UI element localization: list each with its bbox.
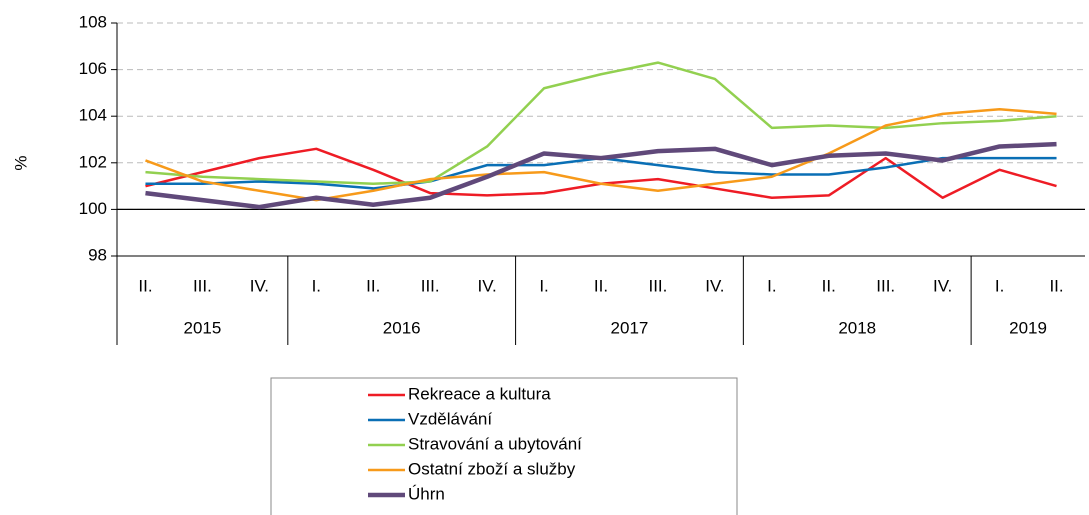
x-tick-label: II.: [822, 276, 836, 295]
y-tick-label: 98: [88, 245, 107, 264]
y-axis-label: %: [11, 155, 30, 170]
x-tick-label: II.: [594, 276, 608, 295]
x-tick-label: III.: [648, 276, 667, 295]
legend-label: Vzdělávání: [408, 409, 492, 428]
x-tick-label: II.: [1049, 276, 1063, 295]
y-tick-label: 102: [79, 152, 107, 171]
legend-label: Rekreace a kultura: [408, 384, 551, 403]
x-tick-label: III.: [876, 276, 895, 295]
y-tick-label: 108: [79, 12, 107, 31]
legend-label: Úhrn: [408, 484, 445, 503]
group-label: 2018: [838, 318, 876, 337]
group-label: 2016: [383, 318, 421, 337]
series-line: [145, 107, 1057, 202]
series-line: [145, 61, 1057, 186]
x-tick-label: I.: [539, 276, 548, 295]
x-tick-label: I.: [995, 276, 1004, 295]
series-line: [145, 141, 1057, 210]
legend-box: [270, 377, 738, 515]
x-tick-label: I.: [767, 276, 776, 295]
group-label: 2019: [1009, 318, 1047, 337]
y-tick-label: 106: [79, 59, 107, 78]
group-label: 2017: [611, 318, 649, 337]
x-tick-label: IV.: [250, 276, 269, 295]
x-tick-label: IV.: [933, 276, 952, 295]
group-label: 2015: [183, 318, 221, 337]
x-tick-label: II.: [366, 276, 380, 295]
x-tick-label: IV.: [478, 276, 497, 295]
legend-label: Ostatní zboží a služby: [408, 459, 576, 478]
x-tick-label: I.: [312, 276, 321, 295]
x-tick-label: III.: [421, 276, 440, 295]
x-tick-label: III.: [193, 276, 212, 295]
x-tick-label: IV.: [705, 276, 724, 295]
legend-label: Stravování a ubytování: [408, 434, 582, 453]
y-tick-label: 104: [79, 106, 107, 125]
x-tick-label: II.: [138, 276, 152, 295]
y-tick-label: 100: [79, 199, 107, 218]
